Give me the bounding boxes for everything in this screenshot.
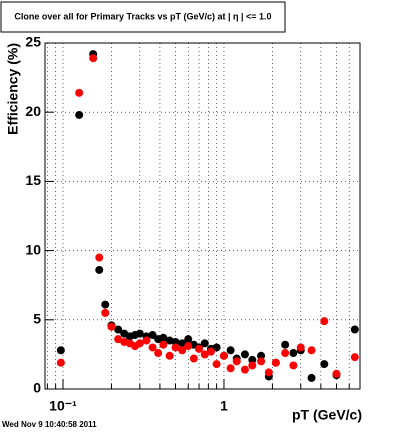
point bbox=[248, 361, 257, 370]
point bbox=[56, 346, 65, 355]
point bbox=[95, 253, 104, 262]
point bbox=[56, 358, 65, 367]
point bbox=[189, 354, 198, 363]
y-tick-label: 15 bbox=[25, 172, 41, 188]
point bbox=[307, 373, 316, 382]
point bbox=[240, 350, 249, 359]
point bbox=[257, 351, 266, 360]
x-tick-label: 1 bbox=[220, 398, 228, 414]
point bbox=[135, 329, 144, 338]
y-tick-label: 5 bbox=[33, 311, 41, 327]
point bbox=[184, 335, 193, 344]
y-tick-label: 25 bbox=[25, 34, 41, 50]
point bbox=[219, 351, 228, 360]
y-tick-label: 10 bbox=[25, 241, 41, 257]
footer-date: Wed Nov 9 10:40:58 2011 bbox=[2, 420, 97, 429]
point bbox=[178, 339, 187, 348]
point bbox=[114, 325, 123, 334]
x-axis-label: pT (GeV/c) bbox=[292, 407, 362, 423]
point bbox=[101, 308, 110, 317]
point bbox=[142, 336, 151, 345]
point bbox=[178, 346, 187, 355]
point bbox=[114, 335, 123, 344]
point bbox=[154, 349, 163, 358]
y-tick-label: 0 bbox=[33, 380, 41, 396]
point bbox=[226, 346, 235, 355]
point bbox=[206, 347, 215, 356]
point bbox=[289, 349, 298, 358]
point bbox=[200, 350, 209, 359]
point bbox=[135, 339, 144, 348]
point bbox=[320, 360, 329, 369]
point bbox=[171, 343, 180, 352]
point bbox=[171, 337, 180, 346]
point bbox=[281, 349, 290, 358]
title-box bbox=[0, 1, 286, 33]
point bbox=[226, 364, 235, 373]
x-tick-label: 10⁻¹ bbox=[49, 398, 77, 414]
point bbox=[184, 342, 193, 351]
point bbox=[240, 365, 249, 374]
point bbox=[200, 339, 209, 348]
point bbox=[212, 343, 221, 352]
point bbox=[350, 353, 359, 362]
point bbox=[307, 346, 316, 355]
y-tick-label: 20 bbox=[25, 103, 41, 119]
point bbox=[296, 343, 305, 352]
point bbox=[159, 340, 168, 349]
point bbox=[232, 357, 241, 366]
point bbox=[257, 357, 266, 366]
point bbox=[271, 358, 280, 367]
point bbox=[95, 265, 104, 274]
point bbox=[148, 331, 157, 340]
point bbox=[332, 369, 341, 378]
point bbox=[289, 361, 298, 370]
point bbox=[165, 351, 174, 360]
point bbox=[350, 325, 359, 334]
y-axis-label: Efficiency (%) bbox=[5, 43, 21, 135]
point bbox=[159, 333, 168, 342]
point bbox=[320, 317, 329, 326]
point bbox=[75, 110, 84, 119]
point bbox=[101, 300, 110, 309]
point bbox=[195, 344, 204, 353]
point bbox=[75, 88, 84, 97]
point bbox=[248, 355, 257, 364]
point bbox=[212, 360, 221, 369]
chart-title: Clone over all for Primary Tracks vs pT … bbox=[14, 11, 271, 21]
point bbox=[281, 340, 290, 349]
point bbox=[264, 368, 273, 377]
point bbox=[148, 343, 157, 352]
point bbox=[89, 54, 98, 63]
point bbox=[107, 322, 116, 331]
